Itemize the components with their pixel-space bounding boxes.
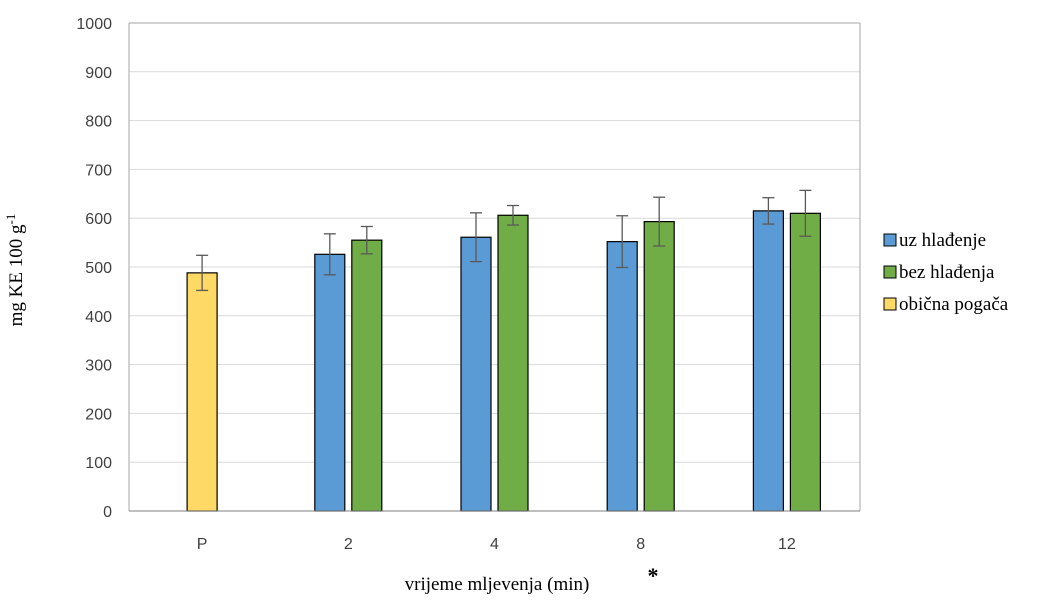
y-tick-label: 100 [85, 455, 112, 472]
y-axis-title-superscript: -1 [3, 214, 18, 225]
gridlines [129, 22, 860, 463]
y-tick-label: 900 [85, 65, 112, 82]
bar-1-4 [497, 214, 529, 512]
legend-swatch [883, 297, 897, 311]
x-tick-label: 8 [636, 536, 645, 553]
x-axis-title: vrijeme mljevenja (min) [405, 574, 590, 595]
x-tick-label: 12 [778, 536, 796, 553]
y-axis-title: mg KE 100 g-1 [3, 214, 27, 327]
y-tick-label: 500 [85, 260, 112, 277]
x-tick-label: P [197, 536, 208, 553]
legend-label: obična pogača [899, 294, 1009, 315]
y-tick-label: 600 [85, 211, 112, 228]
legend: uz hlađenje bez hlađenja obična pogača [883, 230, 1009, 315]
bar-0-12 [752, 210, 785, 512]
bars [186, 210, 822, 512]
legend-swatch [883, 265, 897, 279]
legend-swatch [883, 233, 897, 247]
y-tick-label: 300 [85, 358, 112, 375]
bar-1-8 [643, 221, 675, 512]
x-tick-label: 2 [344, 536, 353, 553]
annotation-asterisk: * [648, 563, 659, 588]
y-tick-label: 1000 [76, 16, 112, 33]
legend-label: bez hlađenja [899, 262, 995, 283]
axes [128, 22, 861, 512]
bar-2-P [186, 272, 218, 512]
bar-0-8 [606, 241, 638, 512]
y-axis-title-main: mg KE 100 g [6, 224, 27, 326]
tick-labels: 0 100 200 300 400 500 600 700 800 900 1000 P 2 4 8 12 [76, 16, 795, 553]
error-bars [196, 189, 812, 292]
y-tick-label: 400 [85, 309, 112, 326]
y-tick-label: 800 [85, 114, 112, 131]
bar-0-2 [314, 253, 346, 512]
y-tick-label: 200 [85, 406, 112, 423]
bar-1-2 [351, 239, 383, 512]
bar-1-12 [789, 212, 822, 512]
bar-0-4 [460, 236, 492, 512]
legend-label: uz hlađenje [899, 230, 986, 251]
y-tick-label: 700 [85, 162, 112, 179]
x-tick-label: 4 [490, 536, 499, 553]
y-tick-label: 0 [103, 504, 112, 521]
